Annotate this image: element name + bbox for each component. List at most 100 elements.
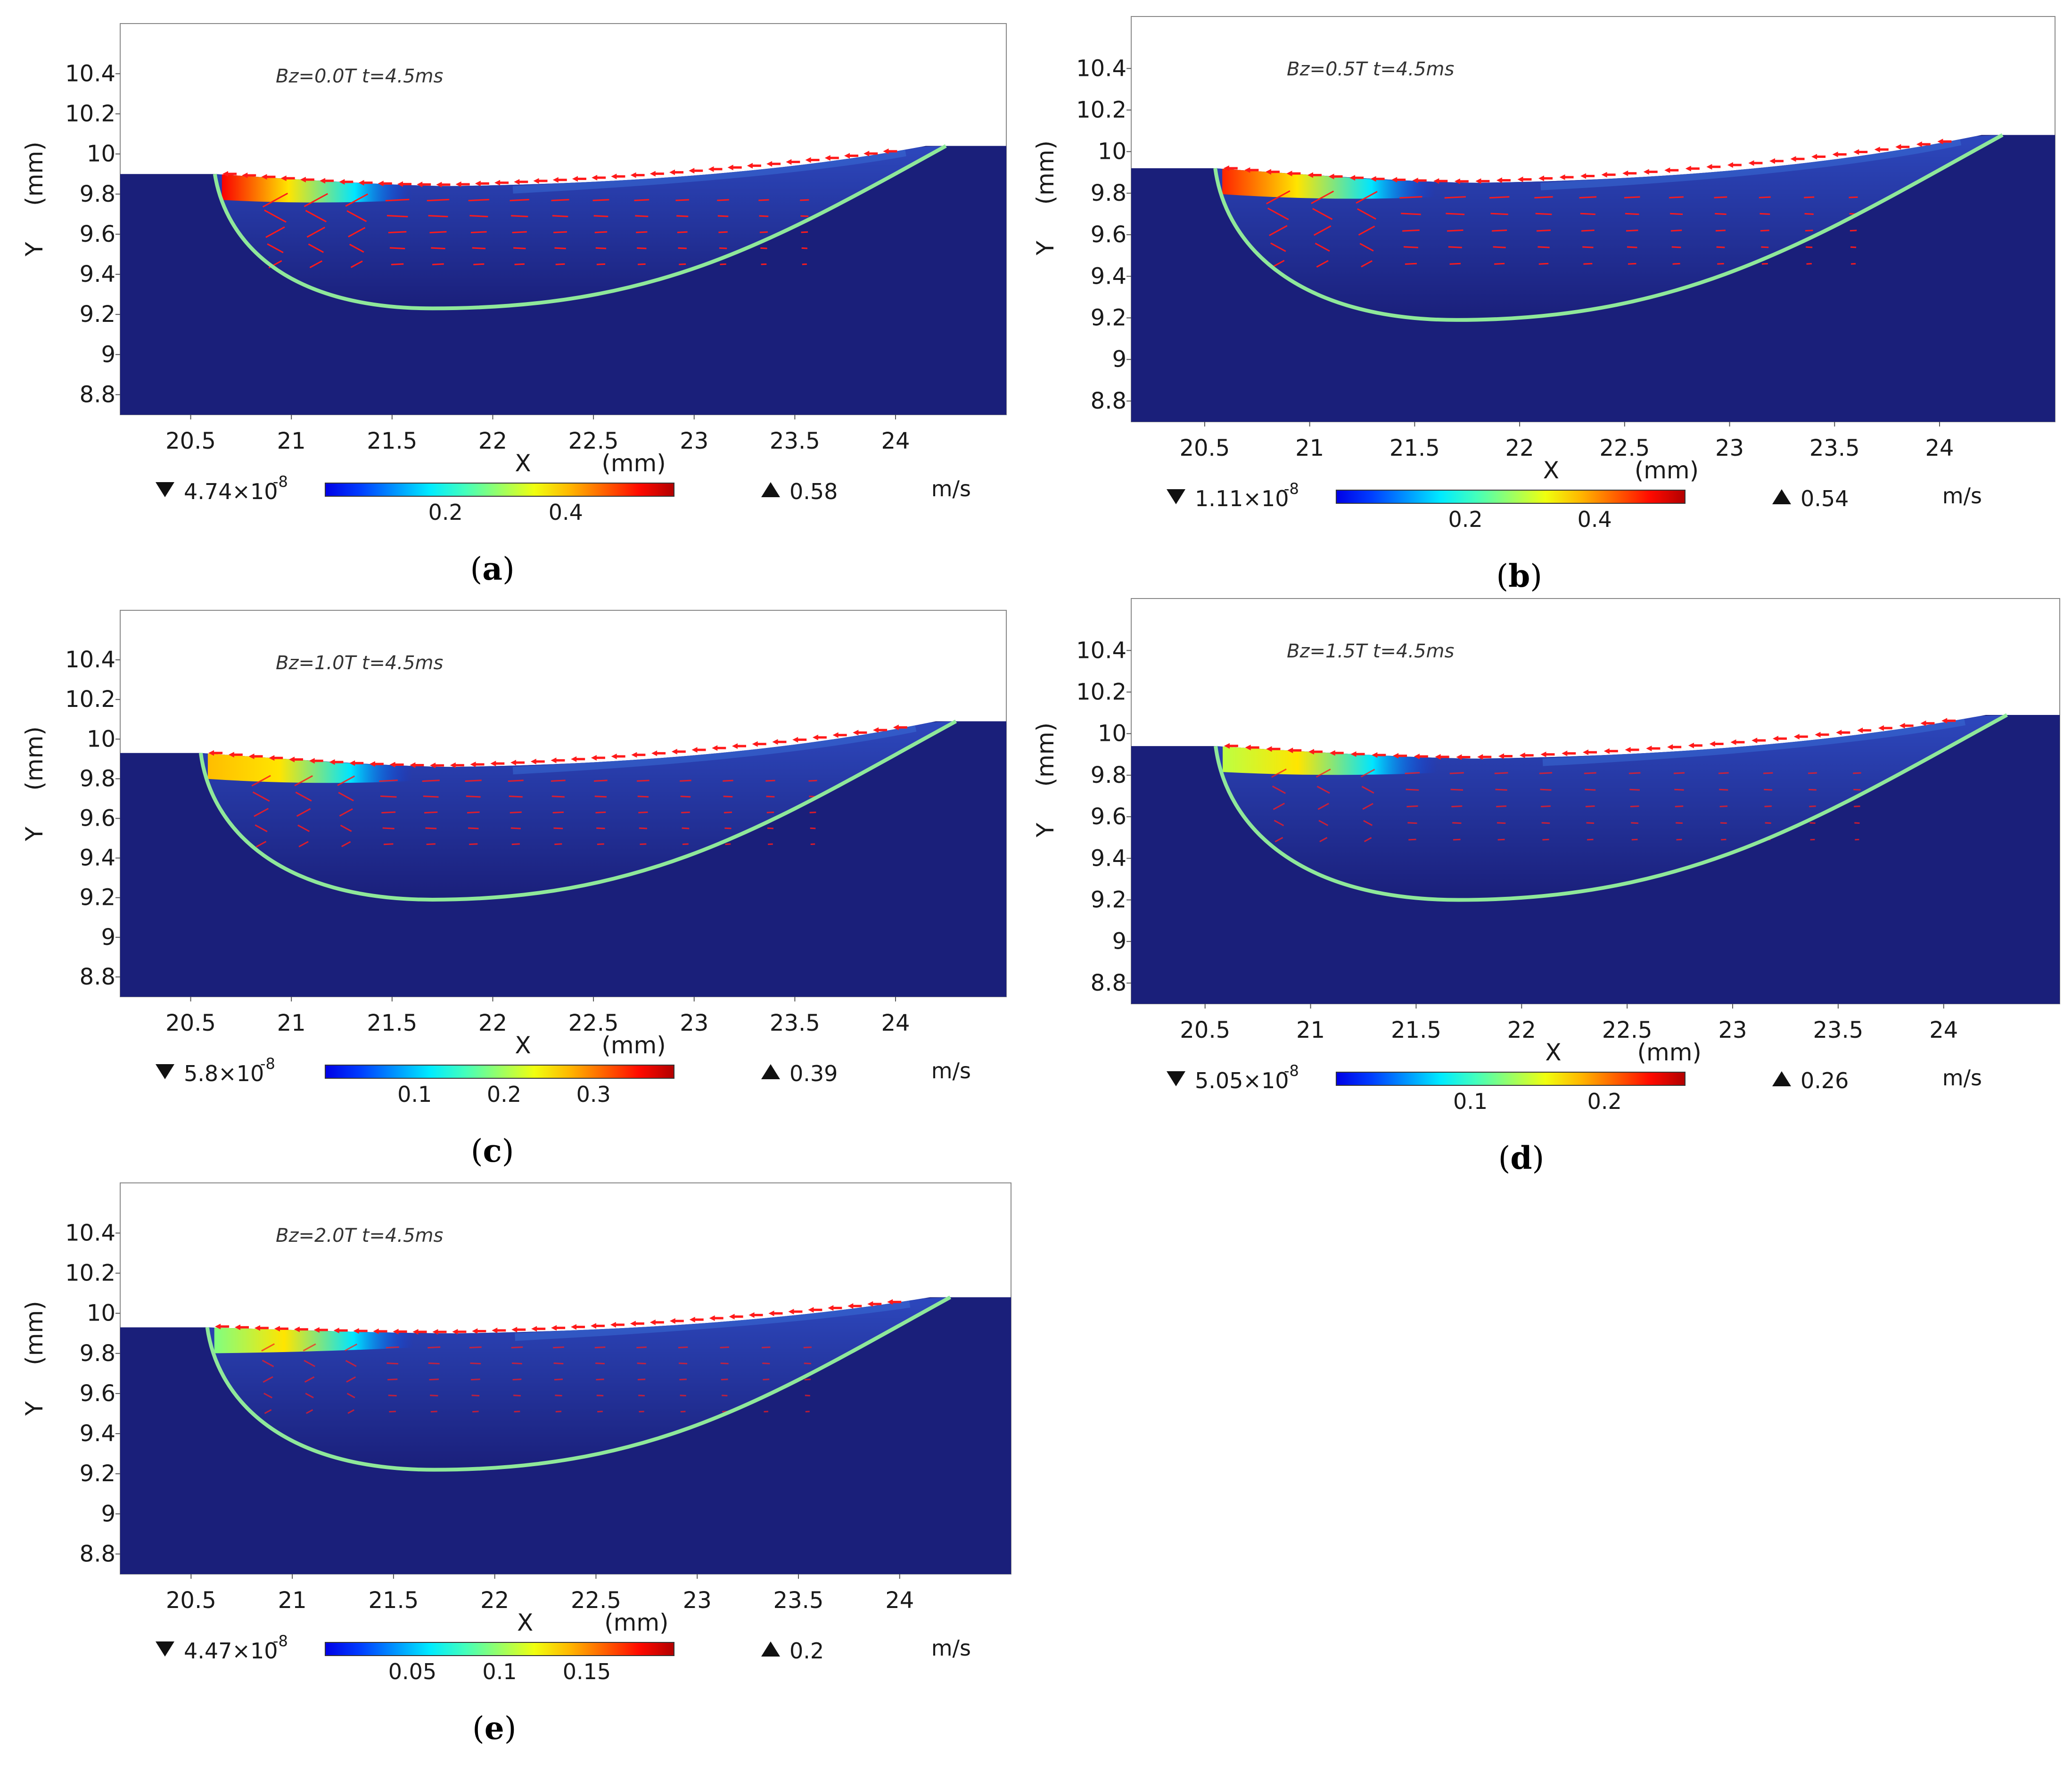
flow-arrow <box>430 1395 438 1396</box>
flow-arrow <box>1450 263 1461 264</box>
subfigure-letter: d <box>1510 1140 1532 1176</box>
subfigure-label: (d) <box>1498 1140 1545 1176</box>
y-tick-label: 9.6 <box>80 805 115 832</box>
flow-arrow <box>638 1395 645 1396</box>
flow-arrow <box>1450 773 1464 774</box>
colorbar-unit: m/s <box>931 476 971 501</box>
x-tick-label: 23 <box>1715 435 1744 461</box>
y-tick-label: 9.2 <box>1091 304 1126 331</box>
panel-d: Bz=1.5T t=4.5ms10.410.2109.89.69.49.298.… <box>1032 599 2072 1202</box>
flow-arrow <box>597 1411 603 1412</box>
y-tick-label: 9 <box>1112 928 1126 955</box>
x-tick-label: 21.5 <box>367 428 417 454</box>
flow-arrow <box>513 1395 521 1396</box>
x-tick-label: 23 <box>680 1010 708 1036</box>
flow-arrow <box>720 1347 729 1348</box>
flow-arrow <box>1585 789 1595 790</box>
flow-arrow <box>1447 230 1463 231</box>
flow-arrow <box>762 1347 770 1348</box>
colorbar-tick-label: 0.2 <box>487 1082 521 1107</box>
flow-arrow <box>596 828 605 829</box>
flow-arrow <box>425 828 436 829</box>
flow-arrow <box>639 1411 644 1412</box>
x-tick-label: 22 <box>1505 435 1534 461</box>
y-tick-label: 8.8 <box>1091 970 1126 996</box>
flow-arrow <box>1675 806 1683 807</box>
flow-arrow <box>1583 263 1592 264</box>
colorbar-min-value: 4.47×10 <box>184 1638 278 1664</box>
y-tick-label: 9.2 <box>80 885 115 911</box>
colorbar-tick-label: 0.1 <box>482 1659 517 1684</box>
subfigure-label: (c) <box>471 1132 514 1169</box>
colorbar-tick-label: 0.05 <box>388 1659 436 1684</box>
flow-arrow <box>511 216 528 217</box>
colorbar <box>1336 490 1685 503</box>
flow-arrow <box>637 1363 646 1364</box>
flow-arrow <box>805 1395 810 1396</box>
y-tick-label: 8.8 <box>80 381 115 408</box>
colorbar <box>325 483 674 496</box>
colorbar-tick-label: 0.4 <box>549 500 583 525</box>
x-tick-label: 24 <box>885 1587 914 1614</box>
x-tick-label: 23.5 <box>770 428 820 454</box>
flow-arrow <box>1721 839 1726 840</box>
flow-arrow <box>1764 789 1772 790</box>
flow-arrow <box>1537 230 1551 231</box>
x-tick-label: 23.5 <box>770 1010 820 1036</box>
flow-arrow <box>1762 263 1768 264</box>
colorbar-tick-label: 0.2 <box>1448 507 1482 532</box>
colorbar-max-value: 0.54 <box>1801 486 1849 511</box>
flow-arrow <box>431 1411 437 1412</box>
x-tick-label: 24 <box>1925 435 1954 461</box>
y-tick-label: 9.4 <box>80 845 115 871</box>
flow-arrow <box>1809 789 1817 790</box>
y-tick-label: 10.2 <box>65 101 115 127</box>
flow-arrow <box>637 780 650 781</box>
colorbar-tick-label: 0.15 <box>563 1659 611 1684</box>
x-tick-label: 21 <box>277 1010 306 1036</box>
colorbar-min-exponent: -8 <box>273 473 288 491</box>
flow-arrow <box>514 1411 520 1412</box>
y-tick-label: 9.6 <box>1091 222 1126 248</box>
x-tick-label: 21.5 <box>1391 1017 1441 1043</box>
colorbar-max-value: 0.58 <box>789 479 838 504</box>
flow-arrow <box>389 1411 396 1412</box>
flow-arrow <box>1674 789 1684 790</box>
flow-arrow <box>427 844 436 845</box>
flow-arrow <box>639 828 647 829</box>
flow-arrow <box>1404 247 1418 248</box>
field-annotation: Bz=1.5T t=4.5ms <box>1287 640 1454 662</box>
flow-arrow <box>679 1379 686 1380</box>
flow-arrow <box>1492 230 1507 231</box>
min-triangle-icon <box>156 1064 174 1079</box>
x-tick-label: 20.5 <box>1180 1017 1230 1043</box>
flow-arrow <box>470 1363 481 1364</box>
x-tick-label: 24 <box>881 1010 910 1036</box>
y-axis-name: Y <box>1032 240 1059 255</box>
x-tick-label: 23.5 <box>773 1587 824 1614</box>
y-tick-label: 10.2 <box>1076 679 1126 705</box>
x-tick-label: 24 <box>1929 1017 1958 1043</box>
flow-arrow <box>767 828 773 829</box>
colorbar-min-exponent: -8 <box>1284 1062 1299 1080</box>
flow-arrow <box>1446 213 1464 214</box>
flow-arrow <box>1716 230 1726 231</box>
x-tick-label: 21 <box>1296 1017 1325 1043</box>
colorbar <box>325 1642 674 1656</box>
min-triangle-icon <box>1167 1071 1185 1086</box>
flow-arrow <box>388 1395 397 1396</box>
flow-arrow <box>1629 789 1639 790</box>
x-axis-unit: (mm) <box>601 450 666 477</box>
x-tick-label: 22 <box>478 1010 507 1036</box>
flow-arrow <box>721 1379 728 1380</box>
x-tick-label: 22 <box>478 428 507 454</box>
flow-arrow <box>1496 789 1507 790</box>
flow-arrow <box>1624 197 1640 198</box>
y-tick-label: 9.6 <box>80 221 115 247</box>
flow-arrow <box>724 796 733 797</box>
flow-arrow <box>1453 839 1461 840</box>
y-tick-label: 9.2 <box>80 301 115 328</box>
colorbar-min-value: 4.74×10 <box>184 479 278 504</box>
x-tick-label: 21 <box>277 428 306 454</box>
subfigure-letter: c <box>483 1132 502 1169</box>
